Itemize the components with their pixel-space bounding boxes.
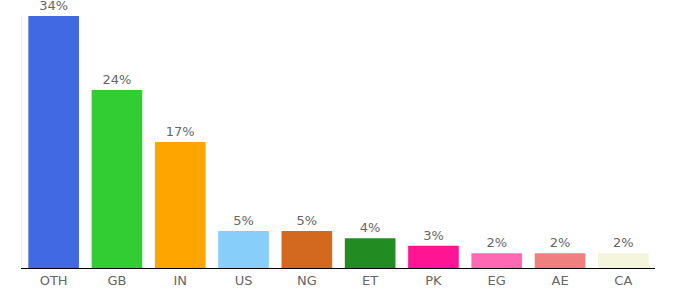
svg-text:IN: IN	[173, 273, 187, 288]
svg-text:34%: 34%	[39, 0, 68, 13]
svg-text:5%: 5%	[297, 213, 318, 228]
svg-text:CA: CA	[614, 273, 632, 288]
svg-text:ET: ET	[362, 273, 378, 288]
svg-text:2%: 2%	[486, 235, 507, 250]
svg-text:US: US	[235, 273, 253, 288]
svg-text:PK: PK	[425, 273, 442, 288]
svg-text:17%: 17%	[166, 124, 195, 139]
svg-text:24%: 24%	[102, 72, 131, 87]
svg-text:GB: GB	[107, 273, 126, 288]
svg-text:OTH: OTH	[40, 273, 68, 288]
svg-text:5%: 5%	[233, 213, 254, 228]
svg-text:4%: 4%	[360, 220, 381, 235]
svg-text:2%: 2%	[550, 235, 571, 250]
svg-text:NG: NG	[297, 273, 317, 288]
svg-text:EG: EG	[488, 273, 506, 288]
svg-text:3%: 3%	[423, 228, 444, 243]
svg-text:2%: 2%	[613, 235, 634, 250]
svg-text:AE: AE	[551, 273, 568, 288]
